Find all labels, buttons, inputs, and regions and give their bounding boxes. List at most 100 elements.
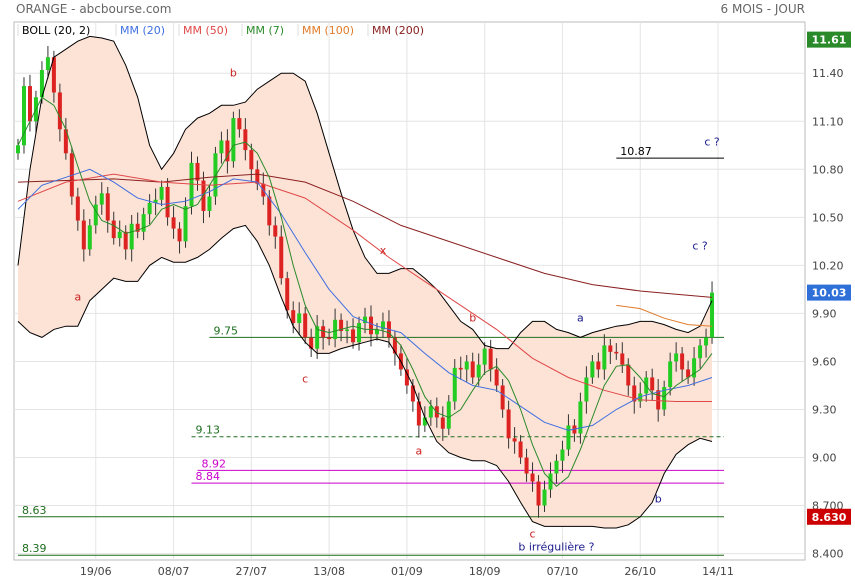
candle-body xyxy=(135,223,140,232)
y-tick-label: 10.20 xyxy=(812,259,844,272)
price-badge xyxy=(807,508,851,525)
candle-body xyxy=(327,337,332,340)
candle-body xyxy=(494,369,499,386)
candle-body xyxy=(141,214,146,232)
candle-body xyxy=(183,206,188,242)
candle-body xyxy=(446,401,451,429)
wave-annotation: c ? xyxy=(704,135,720,148)
candle-body xyxy=(692,358,697,378)
candle-body xyxy=(16,145,20,154)
plot-area: 8.4008.7009.009.309.609.9010.2010.5010.8… xyxy=(13,21,851,578)
legend-item: MM (50) xyxy=(183,24,228,37)
mm20-line xyxy=(17,168,713,431)
candle-body xyxy=(57,92,62,130)
candle-body xyxy=(584,377,589,402)
wave-annotation: b xyxy=(230,66,237,79)
wave-annotation: a xyxy=(74,291,81,304)
candle-body xyxy=(243,129,248,151)
candle-body xyxy=(542,489,547,506)
candle-body xyxy=(710,292,715,338)
candle-body xyxy=(99,193,104,205)
chart-title: ORANGE - abcbourse.com xyxy=(16,2,171,16)
candle-body xyxy=(524,457,529,474)
candle-body xyxy=(482,348,487,365)
y-tick-label: 9.30 xyxy=(812,403,837,416)
candle-body xyxy=(219,140,224,154)
candle-body xyxy=(380,321,385,330)
candle-body xyxy=(548,473,553,490)
y-tick-label: 9.90 xyxy=(812,307,837,320)
bollinger-lower-line xyxy=(17,224,713,529)
candle-body xyxy=(554,460,559,474)
mm50-line xyxy=(17,173,712,402)
candle-body xyxy=(177,228,182,242)
y-tick-label: 11.10 xyxy=(812,115,844,128)
y-tick-label: 8.400 xyxy=(812,548,844,561)
y-tick-label: 10.80 xyxy=(812,163,844,176)
y-tick-label: 10.50 xyxy=(812,211,844,224)
x-tick-label: 08/07 xyxy=(158,565,190,578)
mm200-line xyxy=(17,173,713,298)
candle-body xyxy=(506,409,511,439)
candle-body xyxy=(464,361,469,370)
candle-body xyxy=(620,353,625,365)
bollinger-upper-line xyxy=(17,35,713,350)
candle-body xyxy=(351,329,356,343)
candle-body xyxy=(339,319,344,332)
candle-body xyxy=(147,202,152,215)
candle-body xyxy=(452,367,457,402)
candle-body xyxy=(662,387,667,410)
candle-body xyxy=(51,57,56,93)
candle-body xyxy=(111,220,116,239)
candle-body xyxy=(632,385,637,402)
y-tick-label: 9.60 xyxy=(812,355,837,368)
candle-body xyxy=(374,329,379,335)
wave-annotation: b irrégulière ? xyxy=(518,540,594,553)
x-tick-label: 13/08 xyxy=(313,565,345,578)
level-label: 9.75 xyxy=(213,324,238,337)
candle-body xyxy=(249,150,254,170)
x-tick-label: 07/10 xyxy=(547,565,579,578)
candle-body xyxy=(363,316,368,324)
wave-annotation: c xyxy=(530,528,536,541)
x-tick-label: 18/09 xyxy=(469,565,501,578)
level-label: 8.63 xyxy=(22,504,47,517)
candle-body xyxy=(105,193,110,221)
level-label: 8.84 xyxy=(196,470,221,483)
x-tick-label: 19/06 xyxy=(80,565,112,578)
legend-item: MM (20) xyxy=(120,24,165,37)
wave-annotation: a xyxy=(415,444,422,457)
candle-body xyxy=(500,385,505,410)
x-tick-label: 01/09 xyxy=(391,565,423,578)
candle-body xyxy=(273,225,278,237)
wave-annotation: b xyxy=(469,311,476,324)
price-badge xyxy=(807,284,851,301)
candle-body xyxy=(63,129,68,154)
candle-body xyxy=(440,417,445,429)
candle-body xyxy=(171,217,176,229)
candle-body xyxy=(123,231,128,250)
candle-body xyxy=(237,118,242,130)
price-badge-label: 10.03 xyxy=(812,287,847,300)
candle-body xyxy=(309,337,314,349)
candle-body xyxy=(650,377,655,391)
legend-item: MM (100) xyxy=(302,24,354,37)
y-tick-label: 9.00 xyxy=(812,452,837,465)
price-badge-label: 11.61 xyxy=(812,34,847,47)
candle-body xyxy=(129,223,134,250)
candle-body xyxy=(566,425,571,450)
candle-body xyxy=(87,225,92,250)
candle-body xyxy=(680,353,685,370)
mm7-line xyxy=(17,96,713,487)
candle-body xyxy=(674,353,679,362)
candle-body xyxy=(75,196,80,221)
candle-body xyxy=(21,86,26,146)
candle-body xyxy=(369,316,373,335)
price-badge-label: 8.630 xyxy=(812,511,847,524)
candle-body xyxy=(608,345,613,352)
level-label: 9.13 xyxy=(196,424,221,437)
x-tick-label: 26/10 xyxy=(624,565,656,578)
candle-body xyxy=(428,406,433,418)
